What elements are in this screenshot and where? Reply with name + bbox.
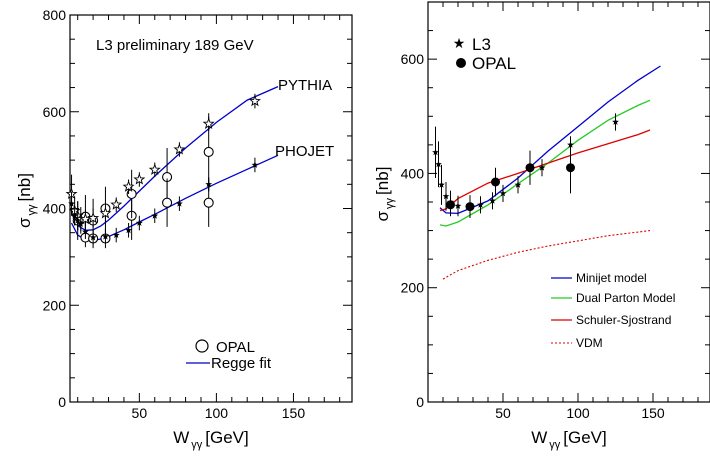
left-point-open-circle: [162, 197, 173, 208]
right-y-tick-label: 0: [416, 394, 424, 410]
left-point-open-star: [87, 211, 100, 224]
left-legend-opal-label: OPAL: [216, 339, 255, 356]
left-legend-opal-marker: [195, 339, 209, 353]
right-point-filled-star: [499, 189, 507, 197]
right-curve-3: [439, 99, 651, 227]
left-point-filled-star: [74, 217, 82, 224]
right-point-filled-star: [514, 181, 522, 188]
right-chart: 50 100 150 0 200 400 600 W γγ [GeV] σγγ[nb] ★ L3 O…: [373, 1, 710, 451]
right-legend-l3-label: L3: [472, 35, 491, 54]
left-label-phojet: PHOJET: [275, 143, 334, 160]
legend-ss-label: Schuler-Sjostrand: [576, 313, 671, 327]
left-point-filled-star: [205, 180, 213, 188]
left-point-open-star: [133, 173, 146, 185]
right-point-filled-star: [442, 192, 450, 200]
left-point-filled-star: [82, 228, 89, 235]
left-y-tick-label: 800: [43, 7, 67, 23]
right-point-filled-star: [432, 148, 439, 156]
left-x-tick-label: 100: [205, 405, 229, 421]
left-chart-annotation: L3 preliminary 189 GeV: [96, 37, 254, 54]
right-point-filled-star: [438, 181, 445, 188]
left-point-open-star: [249, 94, 261, 107]
right-point-filled-star: [454, 202, 462, 209]
left-point-filled-star: [125, 226, 132, 234]
left-plot-frame: [69, 14, 353, 403]
left-y-axis-label: σγγ[nb]: [15, 173, 38, 228]
right-point-filled-circle: [566, 163, 575, 173]
right-point-filled-star: [489, 197, 496, 204]
left-chart: 50 100 150 0 200 400 600 800 W γγ [GeV] σγγ[nb] L3 …: [15, 7, 353, 451]
left-x-tick-label: 150: [282, 405, 306, 421]
right-point-filled-star: [612, 118, 619, 125]
right-model-legend: Minijet model Dual Parton Model Schuler-…: [551, 271, 675, 350]
left-point-filled-star: [135, 219, 143, 226]
left-point-open-star: [99, 207, 112, 219]
left-point-open-circle: [126, 188, 137, 200]
right-point-filled-circle: [446, 200, 455, 210]
left-curve-5: [70, 154, 279, 242]
legend-minijet-label: Minijet model: [576, 271, 647, 285]
left-point-open-star: [202, 117, 215, 129]
left-point-filled-star: [77, 220, 85, 227]
left-y-tick-label: 600: [43, 104, 67, 120]
left-point-open-star: [122, 180, 135, 192]
left-point-filled-star: [176, 200, 183, 207]
right-y-tick-label: 600: [401, 51, 425, 67]
right-x-tick-label: 150: [641, 405, 665, 421]
left-legend-regge-label: Regge fit: [211, 355, 272, 372]
legend-dpm-label: Dual Parton Model: [576, 291, 675, 305]
left-point-open-star: [148, 163, 161, 175]
right-legend-opal-marker: [456, 58, 466, 68]
left-point-open-star: [173, 143, 186, 155]
left-point-filled-star: [102, 233, 109, 240]
right-point-filled-circle: [465, 202, 475, 212]
right-curve-4: [439, 129, 651, 212]
left-x-tick-label: 50: [132, 405, 148, 421]
right-point-filled-circle: [525, 163, 535, 173]
right-point-filled-star: [477, 201, 484, 208]
left-y-tick-label: 200: [43, 297, 67, 313]
left-point-open-circle: [203, 146, 214, 157]
left-point-open-star: [110, 198, 123, 210]
right-legend-l3-marker: ★: [453, 35, 466, 51]
right-point-filled-circle: [491, 177, 500, 187]
legend-vdm-label: VDM: [576, 336, 603, 350]
right-legend-opal-label: OPAL: [472, 54, 516, 73]
right-point-filled-star: [538, 164, 546, 171]
left-label-pythia: PYTHIA: [278, 77, 332, 94]
right-point-filled-star: [435, 160, 442, 168]
left-y-tick-label: 400: [43, 201, 67, 217]
right-y-axis-label: σγγ[nb]: [373, 167, 396, 222]
left-point-filled-star: [151, 212, 159, 219]
right-x-tick-label: 100: [566, 405, 590, 421]
left-point-filled-star: [112, 231, 120, 238]
left-y-tick-label: 0: [58, 394, 66, 410]
left-point-filled-star: [68, 200, 75, 207]
right-y-tick-label: 400: [401, 165, 425, 181]
right-marker-legend: ★ L3 OPAL: [453, 35, 516, 73]
right-x-tick-label: 50: [495, 405, 511, 421]
left-point-filled-star: [251, 161, 259, 168]
left-point-open-circle: [203, 197, 214, 208]
left-point-filled-star: [71, 212, 78, 219]
left-legend: OPAL Regge fit: [186, 339, 272, 372]
right-y-tick-label: 200: [401, 280, 425, 296]
left-point-filled-star: [89, 233, 97, 241]
